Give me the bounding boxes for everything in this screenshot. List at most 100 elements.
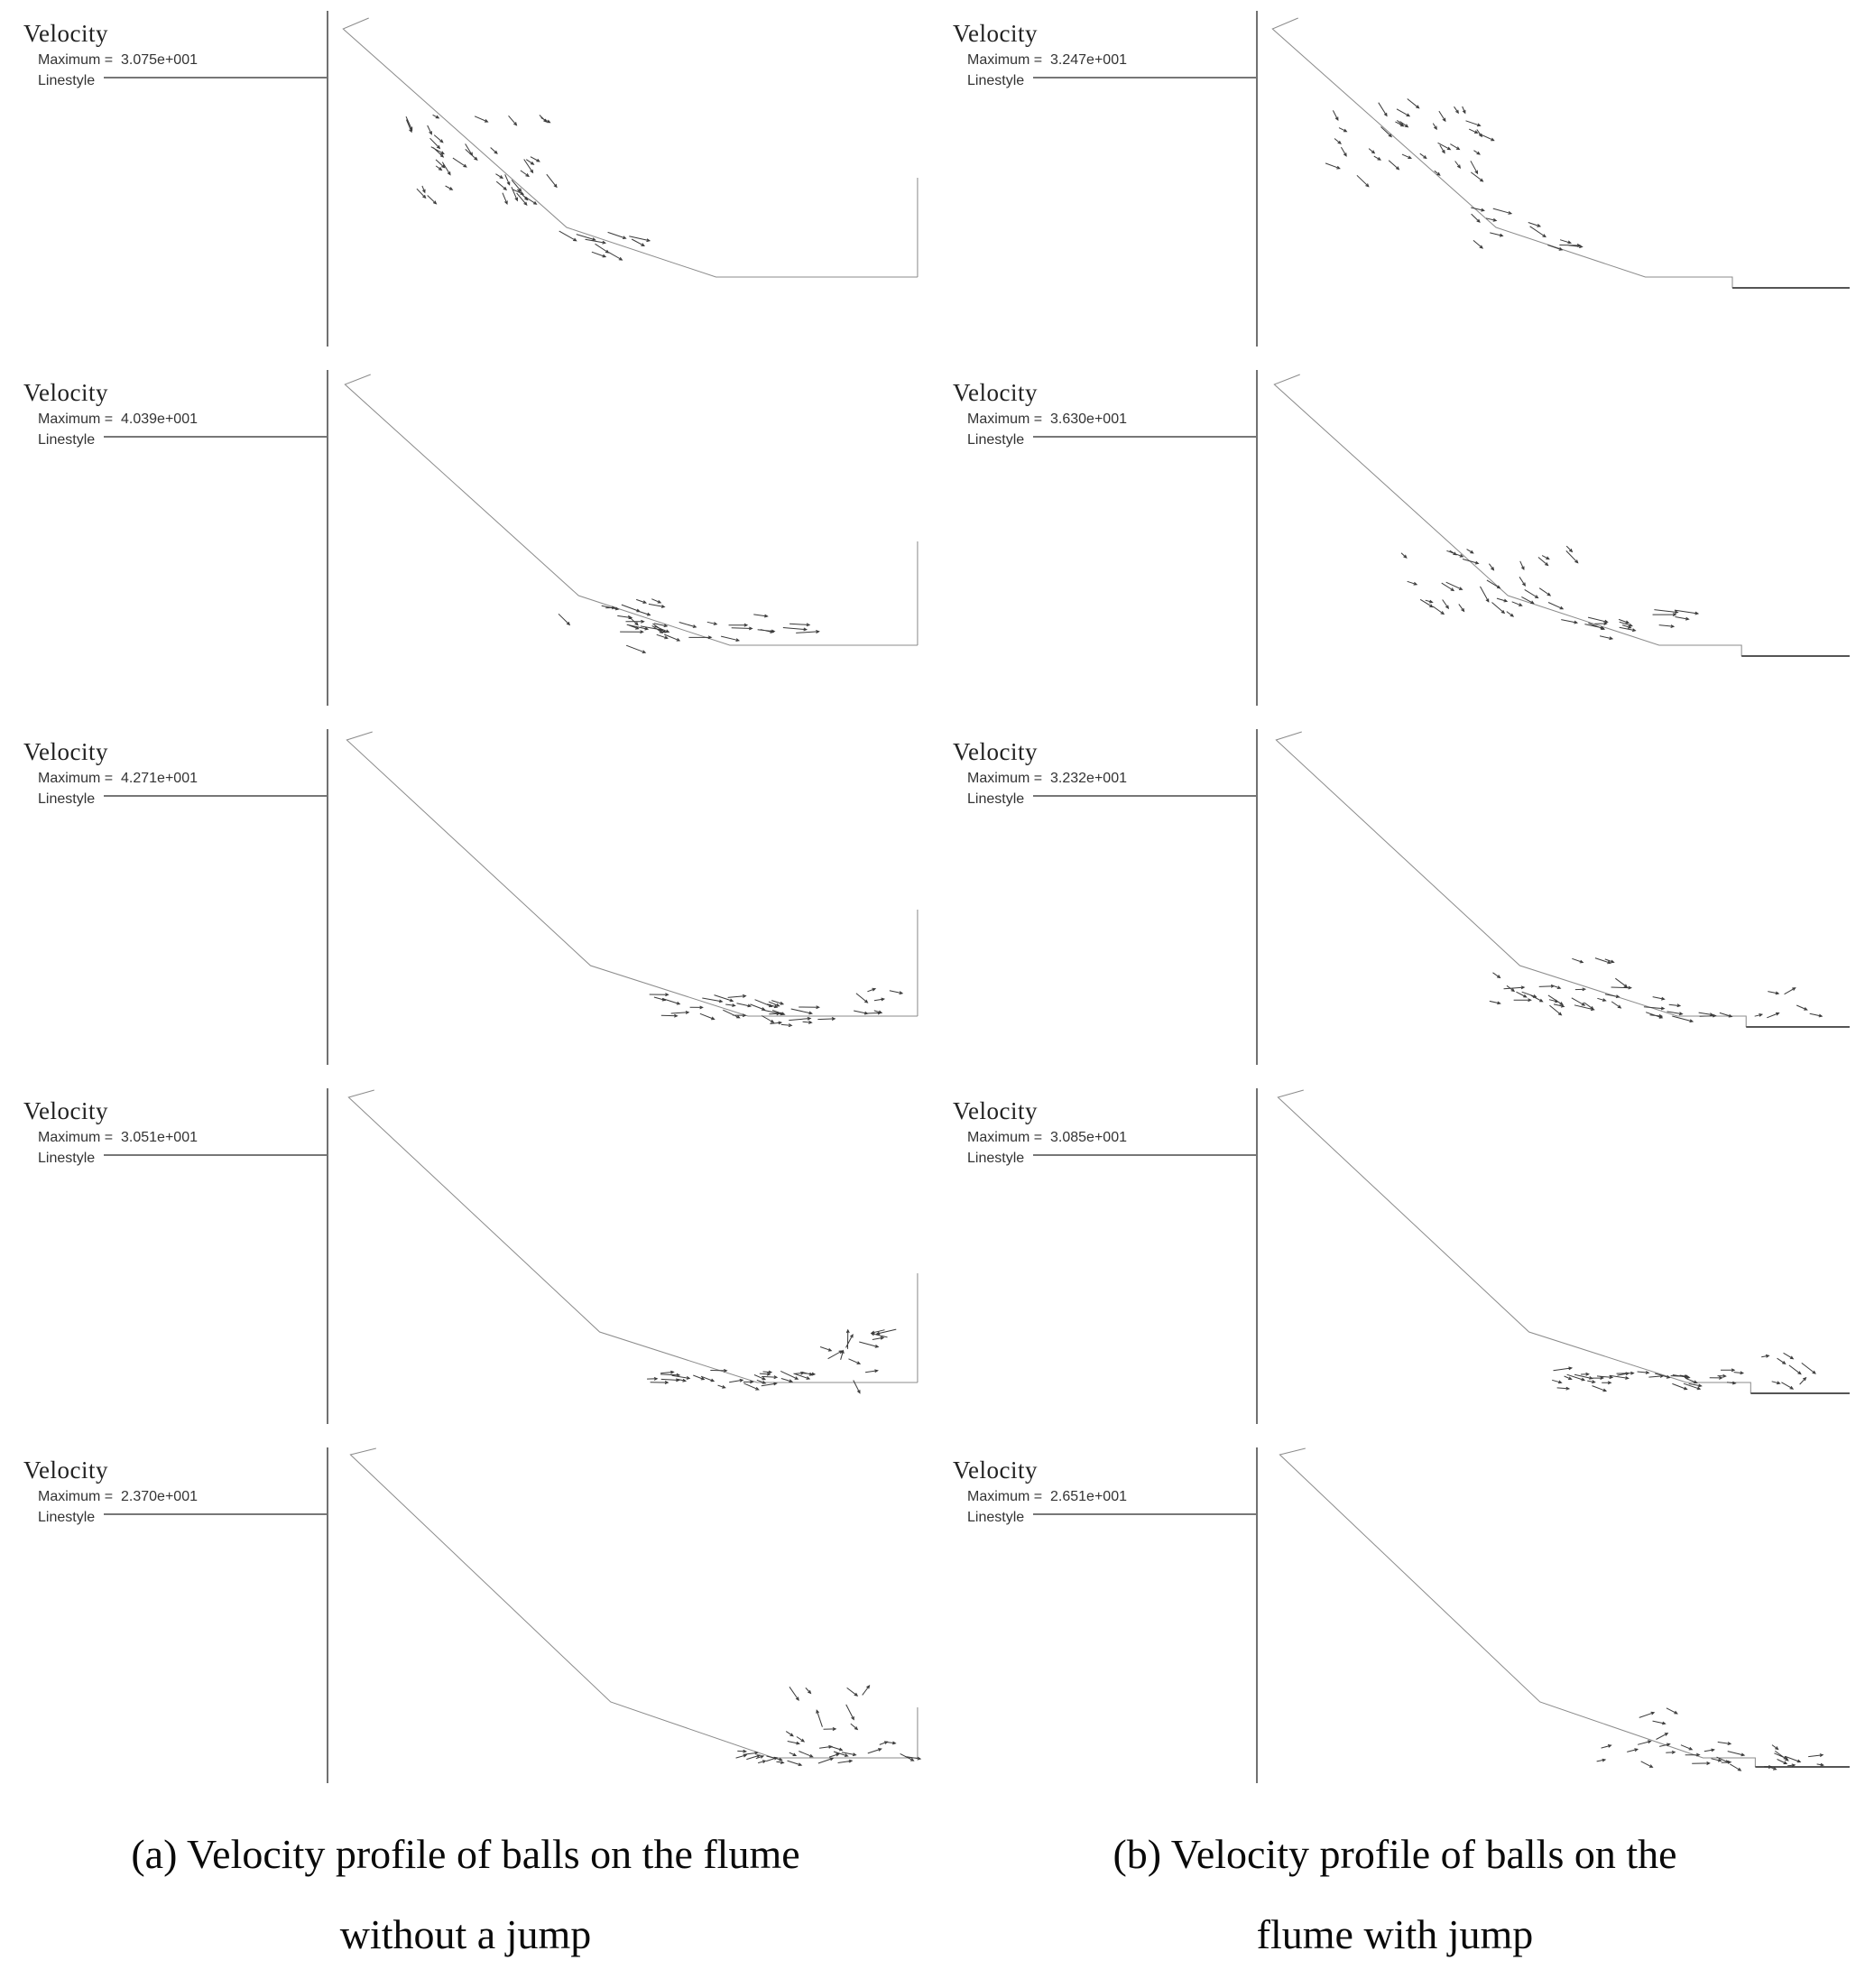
maximum-value: 3.075e+001 xyxy=(121,52,198,68)
maximum-value: 4.271e+001 xyxy=(121,771,198,786)
flume-outline xyxy=(346,731,919,1017)
velocity-panel: Velocity Maximum = 3.232e+001 Linestyle xyxy=(938,729,1851,1065)
linestyle-label: Linestyle xyxy=(967,791,1025,807)
maximum-label: Maximum = xyxy=(38,1130,122,1145)
linestyle-label: Linestyle xyxy=(967,1510,1025,1525)
caption-a-line2: without a jump xyxy=(339,1911,592,1957)
linestyle-sample-line xyxy=(1033,77,1256,79)
maximum-label: Maximum = xyxy=(967,52,1051,68)
linestyle-label: Linestyle xyxy=(38,73,96,88)
maximum-label: Maximum = xyxy=(38,52,122,68)
legend-title: Velocity xyxy=(953,20,1038,47)
legend-linestyle: Linestyle xyxy=(967,791,1256,808)
velocity-vectors xyxy=(1552,1352,1816,1392)
panel-legend: Velocity Maximum = 3.085e+001 Linestyle xyxy=(938,1088,1256,1424)
velocity-vectors xyxy=(1325,98,1583,251)
linestyle-sample-line xyxy=(104,436,327,438)
velocity-vectors xyxy=(405,114,651,261)
maximum-label: Maximum = xyxy=(967,771,1051,786)
panel-legend: Velocity Maximum = 3.075e+001 Linestyle xyxy=(9,11,327,347)
linestyle-label: Linestyle xyxy=(38,791,96,807)
linestyle-label: Linestyle xyxy=(38,1151,96,1166)
legend-title: Velocity xyxy=(953,738,1038,765)
maximum-label: Maximum = xyxy=(38,411,122,427)
velocity-vectors xyxy=(647,1328,897,1394)
panel-legend: Velocity Maximum = 3.232e+001 Linestyle xyxy=(938,729,1256,1065)
legend-title: Velocity xyxy=(23,738,108,765)
flume-velocity-plot xyxy=(1256,1088,1850,1424)
linestyle-sample-line xyxy=(1033,436,1256,438)
legend-linestyle: Linestyle xyxy=(967,1510,1256,1526)
flume-outline xyxy=(349,1447,919,1759)
legend-linestyle: Linestyle xyxy=(38,432,327,448)
panel-legend: Velocity Maximum = 2.370e+001 Linestyle xyxy=(9,1447,327,1783)
flume-outline xyxy=(1273,374,1742,656)
legend-linestyle: Linestyle xyxy=(38,791,327,808)
flume-outline xyxy=(1275,731,1747,1027)
flume-velocity-plot xyxy=(1256,1447,1850,1783)
flume-velocity-plot xyxy=(1256,370,1850,706)
caption-b-line1: (b) Velocity profile of balls on the xyxy=(1113,1831,1677,1877)
linestyle-sample-line xyxy=(104,1513,327,1515)
velocity-vectors xyxy=(649,987,904,1028)
velocity-vectors xyxy=(1489,957,1823,1023)
panel-legend: Velocity Maximum = 3.630e+001 Linestyle xyxy=(938,370,1256,706)
legend-maximum: Maximum = 2.370e+001 xyxy=(38,1489,327,1505)
flume-velocity-plot xyxy=(327,370,919,706)
legend-title: Velocity xyxy=(23,1097,108,1124)
legend-linestyle: Linestyle xyxy=(967,1151,1256,1167)
linestyle-label: Linestyle xyxy=(967,432,1025,448)
velocity-panel: Velocity Maximum = 3.630e+001 Linestyle xyxy=(938,370,1851,706)
figure-columns: Velocity Maximum = 3.075e+001 Linestyle … xyxy=(9,11,1856,1783)
maximum-value: 2.370e+001 xyxy=(121,1489,198,1504)
legend-title: Velocity xyxy=(953,1097,1038,1124)
panel-legend: Velocity Maximum = 3.051e+001 Linestyle xyxy=(9,1088,327,1424)
linestyle-label: Linestyle xyxy=(38,1510,96,1525)
panel-legend: Velocity Maximum = 4.039e+001 Linestyle xyxy=(9,370,327,706)
legend-linestyle: Linestyle xyxy=(38,1151,327,1167)
maximum-value: 2.651e+001 xyxy=(1050,1489,1127,1504)
caption-b: (b) Velocity profile of balls on the flu… xyxy=(938,1830,1851,1958)
velocity-panel: Velocity Maximum = 3.051e+001 Linestyle xyxy=(9,1088,922,1424)
velocity-vectors xyxy=(1400,545,1700,641)
legend-title: Velocity xyxy=(23,20,108,47)
flume-outline xyxy=(1277,1089,1751,1393)
velocity-panel: Velocity Maximum = 4.039e+001 Linestyle xyxy=(9,370,922,706)
velocity-panel: Velocity Maximum = 2.651e+001 Linestyle xyxy=(938,1447,1851,1783)
legend-maximum: Maximum = 3.085e+001 xyxy=(967,1130,1256,1146)
legend-linestyle: Linestyle xyxy=(967,432,1256,448)
panel-legend: Velocity Maximum = 3.247e+001 Linestyle xyxy=(938,11,1256,347)
legend-title: Velocity xyxy=(23,379,108,406)
flume-outline xyxy=(344,374,919,646)
velocity-panel: Velocity Maximum = 2.370e+001 Linestyle xyxy=(9,1447,922,1783)
linestyle-label: Linestyle xyxy=(967,73,1025,88)
legend-maximum: Maximum = 3.232e+001 xyxy=(967,771,1256,787)
velocity-panel: Velocity Maximum = 3.247e+001 Linestyle xyxy=(938,11,1851,347)
linestyle-sample-line xyxy=(104,77,327,79)
legend-title: Velocity xyxy=(953,1456,1038,1484)
flume-outline xyxy=(1279,1447,1756,1767)
flume-outline xyxy=(347,1089,919,1383)
maximum-label: Maximum = xyxy=(967,411,1051,427)
flume-velocity-plot xyxy=(1256,11,1850,347)
maximum-value: 3.247e+001 xyxy=(1050,52,1127,68)
caption-a: (a) Velocity profile of balls on the flu… xyxy=(9,1830,922,1958)
velocity-vectors xyxy=(558,598,820,653)
legend-maximum: Maximum = 3.075e+001 xyxy=(38,52,327,69)
maximum-label: Maximum = xyxy=(38,1489,122,1504)
flume-outline xyxy=(1271,17,1733,288)
maximum-value: 3.051e+001 xyxy=(121,1130,198,1145)
maximum-label: Maximum = xyxy=(967,1489,1051,1504)
velocity-panel: Velocity Maximum = 3.085e+001 Linestyle xyxy=(938,1088,1851,1424)
flume-velocity-plot xyxy=(327,729,919,1065)
velocity-panel: Velocity Maximum = 3.075e+001 Linestyle xyxy=(9,11,922,347)
linestyle-label: Linestyle xyxy=(38,432,96,448)
legend-maximum: Maximum = 2.651e+001 xyxy=(967,1489,1256,1505)
velocity-panel: Velocity Maximum = 4.271e+001 Linestyle xyxy=(9,729,922,1065)
legend-maximum: Maximum = 3.630e+001 xyxy=(967,411,1256,428)
linestyle-sample-line xyxy=(104,795,327,797)
maximum-value: 3.232e+001 xyxy=(1050,771,1127,786)
legend-maximum: Maximum = 4.039e+001 xyxy=(38,411,327,428)
maximum-value: 3.085e+001 xyxy=(1050,1130,1127,1145)
